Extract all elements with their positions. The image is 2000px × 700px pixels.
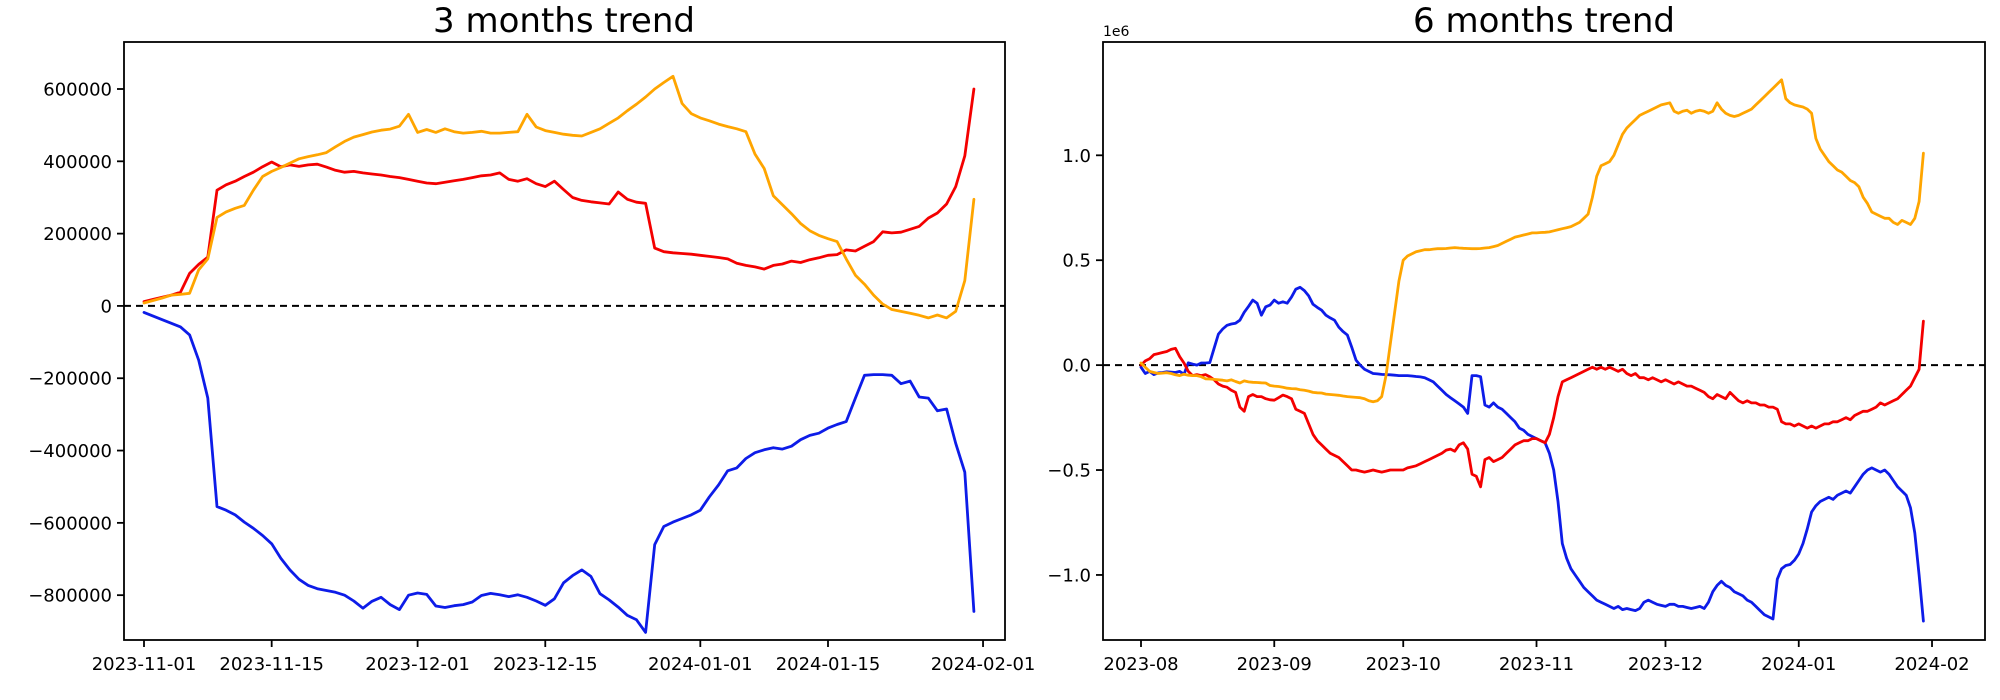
y-tick-label: −0.5 xyxy=(1047,461,1091,482)
y-tick-label: −1.0 xyxy=(1047,565,1091,586)
x-tick-label: 2023-10 xyxy=(1366,654,1441,675)
y-tick-label: 0.0 xyxy=(1062,356,1091,377)
x-tick-label: 2023-11-01 xyxy=(92,654,197,675)
y-tick-label: −400000 xyxy=(28,441,112,462)
x-tick-label: 2024-02 xyxy=(1894,654,1969,675)
x-tick-label: 2024-02-01 xyxy=(931,654,1036,675)
x-tick-label: 2023-11-15 xyxy=(219,654,324,675)
y-axis-offset-label: 1e6 xyxy=(1103,24,1130,40)
x-tick-label: 2024-01-15 xyxy=(776,654,881,675)
chart-3-months: 600000 400000 200000 0 −200000 −400000 −600000… xyxy=(28,41,1036,675)
y-tick-label: −600000 xyxy=(28,513,112,534)
x-tick-label: 2024-01-01 xyxy=(648,654,753,675)
red-series xyxy=(142,87,976,304)
x-tick-label: 2024-01 xyxy=(1761,654,1836,675)
orange-series xyxy=(142,74,976,320)
y-tick-label: 400000 xyxy=(43,152,112,173)
plot-frame xyxy=(1102,41,1986,641)
orange-series xyxy=(1139,78,1925,404)
x-tick-label: 2023-12 xyxy=(1628,654,1703,675)
chart-6-months: 1.0 0.5 0.0 −0.5 −1.0 2023-08 2023-09 2023-10 20… xyxy=(1047,41,1986,675)
y-tick-label: −200000 xyxy=(28,369,112,390)
x-tick-label: 2023-12-15 xyxy=(493,654,598,675)
x-tick-label: 2023-11 xyxy=(1499,654,1574,675)
x-tick-label: 2023-12-01 xyxy=(365,654,470,675)
y-tick-label: 0 xyxy=(101,296,112,317)
y-tick-label: 600000 xyxy=(43,80,112,101)
red-series xyxy=(1139,319,1925,489)
chart-title-left: 3 months trend xyxy=(433,1,695,41)
blue-series xyxy=(142,310,976,634)
blue-series xyxy=(1139,285,1925,623)
plot-frame xyxy=(123,41,1006,641)
chart-title-right: 6 months trend xyxy=(1413,1,1675,41)
y-tick-label: 1.0 xyxy=(1062,146,1091,167)
y-tick-label: 200000 xyxy=(43,224,112,245)
x-tick-label: 2023-08 xyxy=(1103,654,1178,675)
x-tick-label: 2023-09 xyxy=(1237,654,1312,675)
y-tick-label: 0.5 xyxy=(1062,251,1091,272)
y-tick-label: −800000 xyxy=(28,586,112,607)
